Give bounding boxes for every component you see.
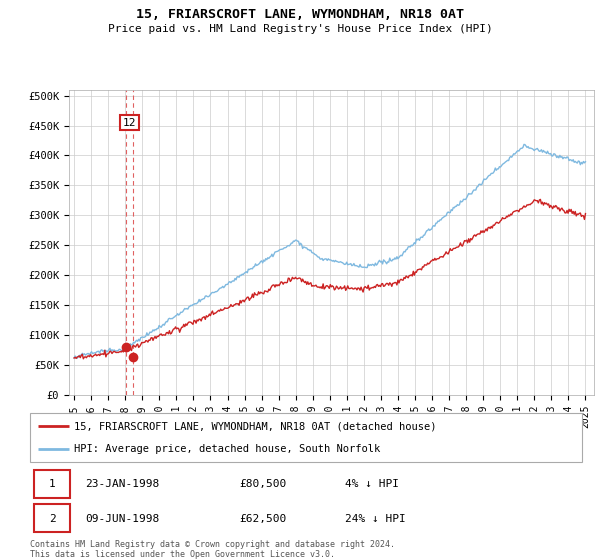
Text: 4% ↓ HPI: 4% ↓ HPI	[344, 479, 398, 489]
Text: 09-JUN-1998: 09-JUN-1998	[85, 514, 160, 524]
FancyBboxPatch shape	[30, 413, 582, 462]
Text: 23-JAN-1998: 23-JAN-1998	[85, 479, 160, 489]
Text: Price paid vs. HM Land Registry's House Price Index (HPI): Price paid vs. HM Land Registry's House …	[107, 24, 493, 34]
Text: 15, FRIARSCROFT LANE, WYMONDHAM, NR18 0AT (detached house): 15, FRIARSCROFT LANE, WYMONDHAM, NR18 0A…	[74, 421, 437, 431]
FancyBboxPatch shape	[34, 470, 70, 498]
Text: 1: 1	[49, 479, 55, 489]
Text: 15, FRIARSCROFT LANE, WYMONDHAM, NR18 0AT: 15, FRIARSCROFT LANE, WYMONDHAM, NR18 0A…	[136, 8, 464, 21]
Text: 24% ↓ HPI: 24% ↓ HPI	[344, 514, 406, 524]
Text: £80,500: £80,500	[240, 479, 287, 489]
Text: Contains HM Land Registry data © Crown copyright and database right 2024.
This d: Contains HM Land Registry data © Crown c…	[30, 540, 395, 559]
Text: 2: 2	[49, 514, 55, 524]
Text: £62,500: £62,500	[240, 514, 287, 524]
FancyBboxPatch shape	[34, 504, 70, 532]
Text: HPI: Average price, detached house, South Norfolk: HPI: Average price, detached house, Sout…	[74, 444, 380, 454]
Text: 12: 12	[122, 118, 136, 128]
